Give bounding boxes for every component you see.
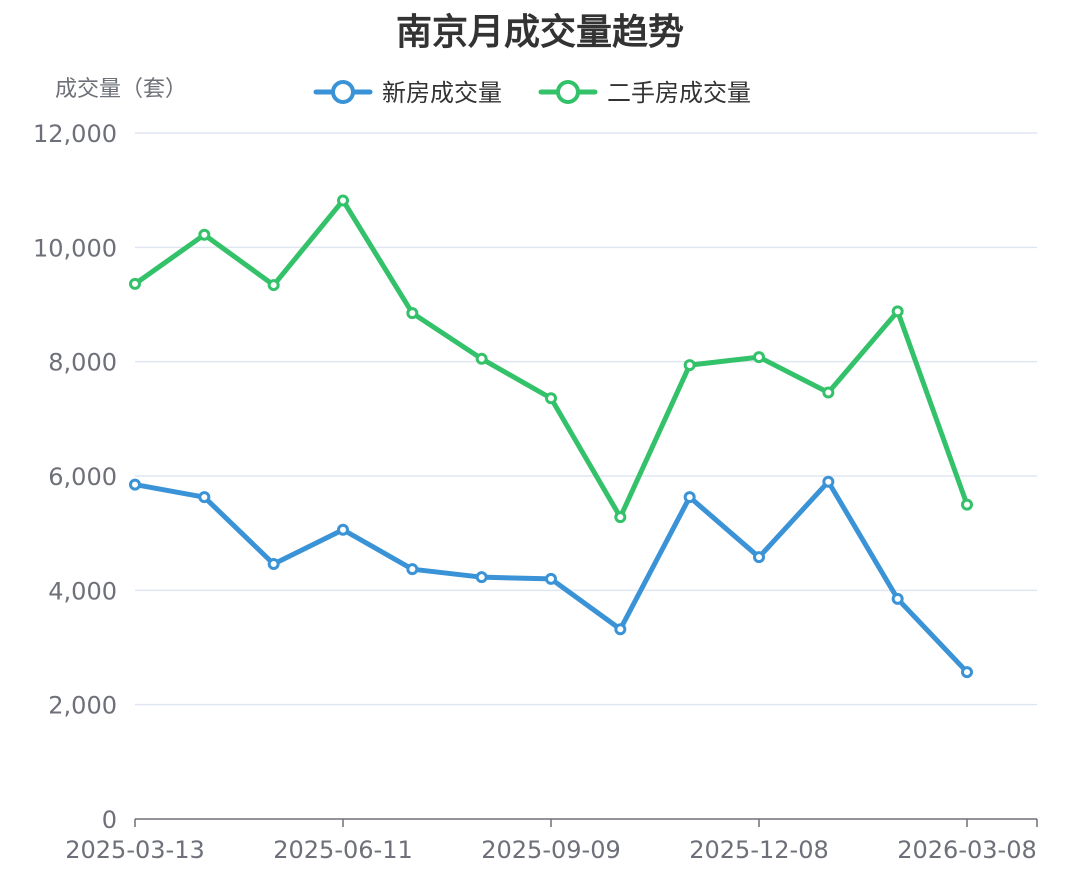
- chart-title: 南京月成交量趋势: [396, 11, 684, 53]
- legend-item[interactable]: 新房成交量: [313, 79, 502, 107]
- data-point[interactable]: [406, 307, 419, 320]
- legend-marker-icon: [331, 80, 355, 104]
- legend-label: 二手房成交量: [607, 79, 751, 107]
- series-layer: [129, 194, 973, 679]
- y-tick-label: 8,000: [48, 349, 117, 377]
- data-point[interactable]: [961, 666, 973, 679]
- data-point[interactable]: [683, 359, 696, 372]
- y-tick-label: 4,000: [48, 577, 117, 605]
- legend-marker-icon: [556, 80, 580, 104]
- data-point[interactable]: [198, 491, 211, 504]
- y-tick-label: 0: [102, 806, 117, 834]
- data-point[interactable]: [545, 392, 557, 405]
- data-point[interactable]: [753, 351, 765, 364]
- data-point[interactable]: [267, 279, 280, 292]
- data-point[interactable]: [891, 592, 904, 605]
- data-point[interactable]: [337, 523, 349, 536]
- data-point[interactable]: [822, 475, 835, 488]
- x-axis-ticks: 2025-03-13 2025-06-11 2025-09-09 2025-12-08…: [65, 819, 1038, 864]
- series-resale-home: [129, 194, 973, 524]
- series-new-home: [129, 475, 973, 679]
- y-tick-label: 10,000: [33, 234, 117, 262]
- data-point[interactable]: [406, 563, 419, 576]
- data-point[interactable]: [822, 386, 835, 399]
- x-tick-label: 2026-03-08: [897, 836, 1036, 864]
- data-point[interactable]: [267, 558, 280, 571]
- data-point[interactable]: [753, 551, 765, 564]
- legend-label: 新房成交量: [382, 79, 502, 107]
- y-axis-title: 成交量（套）: [55, 77, 187, 102]
- x-tick-label: 2025-12-08: [689, 836, 828, 864]
- data-point[interactable]: [961, 498, 973, 511]
- data-point[interactable]: [129, 277, 141, 290]
- y-tick-label: 6,000: [48, 463, 117, 491]
- data-point[interactable]: [683, 491, 696, 504]
- y-tick-label: 2,000: [48, 692, 117, 720]
- legend-item[interactable]: 二手房成交量: [538, 79, 751, 107]
- y-axis-ticks: 0 2,000 4,000 6,000 8,000 10,000 12,000: [33, 120, 117, 834]
- y-tick-label: 12,000: [33, 120, 117, 148]
- x-tick-label: 2025-09-09: [481, 836, 620, 864]
- data-point[interactable]: [614, 511, 627, 524]
- gridlines: [135, 132, 1037, 706]
- data-point[interactable]: [891, 305, 904, 318]
- data-point[interactable]: [545, 572, 557, 585]
- data-point[interactable]: [129, 478, 141, 491]
- data-point[interactable]: [614, 623, 627, 636]
- data-point[interactable]: [198, 228, 211, 241]
- data-point[interactable]: [337, 194, 349, 207]
- x-tick-label: 2025-06-11: [273, 836, 412, 864]
- data-point[interactable]: [475, 571, 488, 584]
- legend[interactable]: 新房成交量 二手房成交量: [313, 79, 751, 107]
- x-tick-label: 2025-03-13: [65, 836, 204, 864]
- data-point[interactable]: [475, 352, 488, 365]
